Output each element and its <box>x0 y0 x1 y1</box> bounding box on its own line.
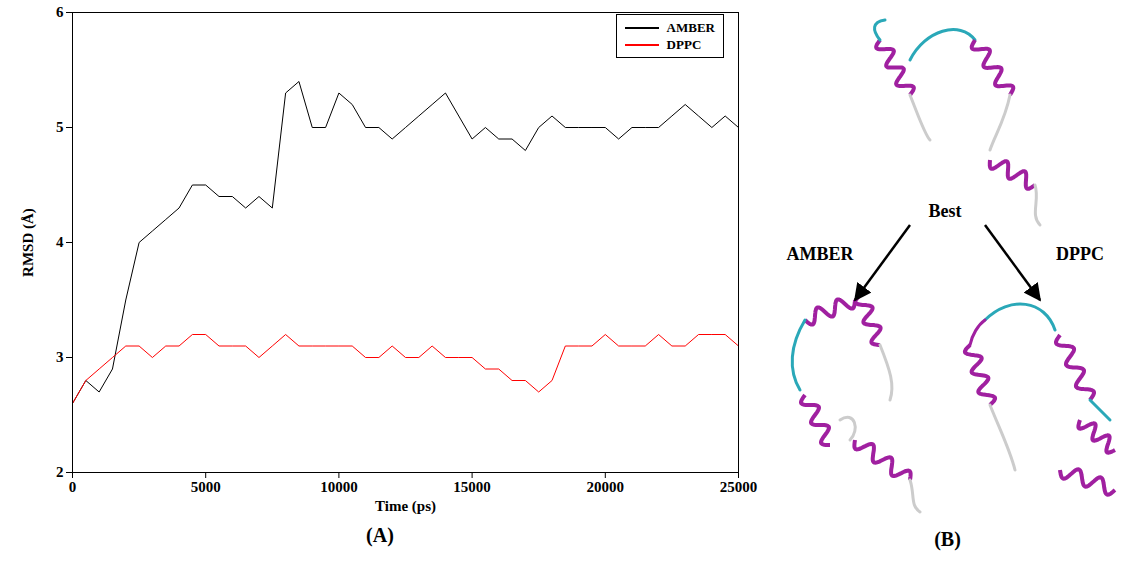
html-text:DPPC: DPPC <box>666 36 702 52</box>
svg-text:Time (ps): Time (ps) <box>375 498 436 515</box>
svg-text:RMSD (Å): RMSD (Å) <box>20 208 37 277</box>
html-text:(A): (A) <box>366 524 394 546</box>
svg-text:Best: Best <box>929 201 962 221</box>
html-text:AMBER: AMBER <box>666 19 715 35</box>
svg-text:0: 0 <box>69 479 77 495</box>
svg-text:25000: 25000 <box>720 479 758 495</box>
svg-text:6: 6 <box>56 4 64 20</box>
svg-text:20000: 20000 <box>587 479 625 495</box>
svg-text:15000: 15000 <box>453 479 491 495</box>
svg-text:2: 2 <box>56 464 64 480</box>
svg-text:5000: 5000 <box>191 479 221 495</box>
svg-text:DPPC: DPPC <box>1056 244 1104 264</box>
svg-text:5: 5 <box>56 119 64 135</box>
html-text:(B): (B) <box>934 528 961 550</box>
svg-text:10000: 10000 <box>320 479 358 495</box>
svg-text:4: 4 <box>56 234 64 250</box>
svg-text:3: 3 <box>56 349 64 365</box>
svg-text:AMBER: AMBER <box>787 244 855 264</box>
